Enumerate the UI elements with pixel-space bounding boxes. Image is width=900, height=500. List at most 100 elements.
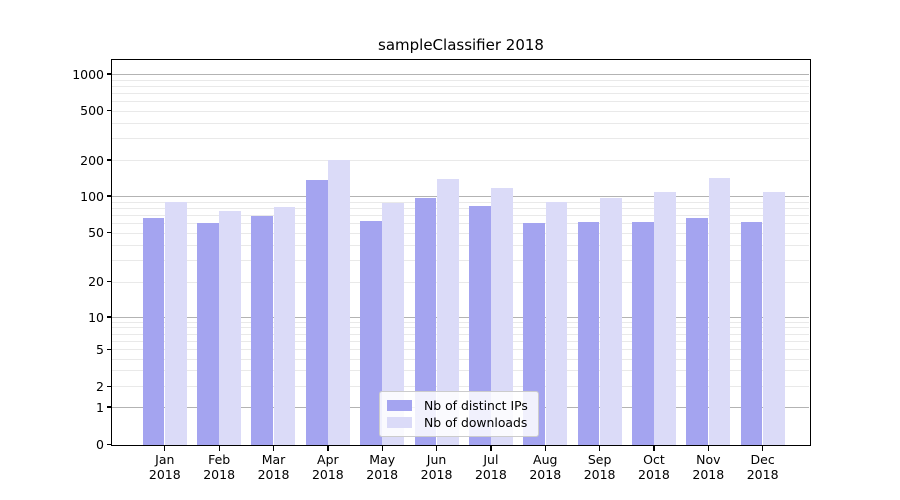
bar-downloads-dec — [762, 192, 785, 445]
x-tick-month: Oct — [643, 451, 665, 467]
y-tick-label: 5 — [96, 342, 104, 357]
y-tick-label: 20 — [88, 274, 104, 290]
bar-downloads-jul — [491, 187, 513, 445]
legend-swatch-distinct-ips — [387, 400, 412, 411]
x-tick-mark — [164, 446, 166, 451]
legend-label: Nb of downloads — [424, 415, 528, 430]
x-tick-label: Jan 2018 — [120, 452, 210, 484]
minor-gridline — [112, 85, 810, 87]
x-tick-year: 2018 — [638, 467, 670, 483]
y-tick-label: 2 — [96, 379, 104, 394]
bar-distinct-ips-nov — [686, 217, 708, 445]
minor-gridline — [112, 101, 810, 103]
x-tick-label: Jun 2018 — [392, 452, 482, 484]
bar-distinct-ips-oct — [631, 222, 654, 445]
bar-downloads-mar — [273, 206, 296, 445]
minor-gridline — [112, 260, 810, 261]
x-tick-mark — [435, 446, 438, 451]
x-tick-month: Sep — [587, 451, 612, 467]
minor-gridline — [112, 207, 810, 209]
x-tick-year: 2018 — [257, 467, 290, 483]
y-tick-label: 50 — [88, 225, 104, 241]
bar-downloads-apr — [328, 160, 350, 445]
x-tick-mark — [707, 446, 709, 451]
y-tick-label: 500 — [80, 103, 104, 119]
x-tick-month: Dec — [750, 451, 775, 467]
x-tick-month: Jun — [426, 451, 447, 467]
y-tick-mark — [107, 444, 112, 446]
x-tick-label: Mar 2018 — [229, 452, 319, 484]
x-tick-mark — [218, 446, 220, 451]
x-tick-year: 2018 — [148, 467, 181, 483]
y-tick-mark — [107, 348, 112, 351]
x-tick-label: Feb 2018 — [174, 452, 264, 484]
x-tick-mark — [272, 446, 275, 451]
y-tick-mark — [107, 110, 112, 112]
minor-gridline — [112, 138, 810, 140]
x-tick-year: 2018 — [311, 467, 344, 483]
x-tick-label: Sep 2018 — [555, 452, 645, 484]
x-tick-month: May — [369, 451, 396, 467]
legend: Nb of distinct IPs Nb of downloads — [379, 391, 539, 437]
minor-gridline — [112, 358, 810, 360]
x-tick-mark — [599, 446, 601, 451]
bar-downloads-may — [382, 202, 405, 445]
major-gridline — [112, 73, 810, 75]
bar-downloads-oct — [654, 191, 676, 445]
legend-swatch-downloads — [387, 417, 412, 428]
x-tick-month: Apr — [317, 451, 339, 467]
minor-gridline — [112, 201, 810, 203]
x-tick-month: Feb — [208, 451, 231, 467]
bar-downloads-jun — [436, 178, 459, 445]
x-tick-year: 2018 — [583, 467, 616, 483]
x-tick-month: Jan — [155, 451, 175, 467]
x-tick-label: Aug 2018 — [500, 452, 590, 484]
minor-gridline — [112, 333, 810, 335]
chart-title: sampleClassifier 2018 — [378, 36, 544, 54]
y-tick-mark — [107, 159, 112, 161]
x-tick-month: Aug — [533, 451, 558, 467]
minor-gridline — [112, 321, 810, 323]
bar-downloads-aug — [545, 202, 568, 445]
minor-gridline — [112, 232, 810, 234]
bar-distinct-ips-aug — [523, 223, 545, 445]
minor-gridline — [112, 340, 810, 342]
legend-item: Nb of downloads — [387, 414, 528, 431]
bar-distinct-ips-jun — [414, 197, 437, 445]
bar-distinct-ips-dec — [740, 222, 763, 445]
x-tick-mark — [762, 446, 764, 451]
bar-distinct-ips-apr — [305, 180, 328, 445]
y-tick-label: 0 — [96, 437, 104, 453]
minor-gridline — [112, 122, 810, 124]
bar-distinct-ips-mar — [251, 216, 274, 445]
plot-inner — [112, 60, 810, 445]
legend-item: Nb of distinct IPs — [387, 397, 528, 414]
x-tick-year: 2018 — [203, 467, 236, 483]
minor-gridline — [112, 92, 810, 94]
x-tick-year: 2018 — [366, 467, 399, 483]
bar-distinct-ips-jan — [142, 217, 165, 445]
minor-gridline — [112, 386, 810, 388]
x-tick-year: 2018 — [746, 467, 779, 483]
bar-distinct-ips-sep — [577, 222, 600, 445]
minor-gridline — [112, 159, 810, 161]
minor-gridline — [112, 223, 810, 225]
x-tick-mark — [653, 446, 655, 451]
x-tick-year: 2018 — [692, 467, 725, 483]
minor-gridline — [112, 281, 810, 283]
x-tick-mark — [544, 446, 546, 451]
x-tick-month: Nov — [696, 451, 721, 467]
major-gridline — [112, 195, 810, 197]
minor-gridline — [112, 214, 810, 216]
y-tick-mark — [107, 406, 112, 408]
x-tick-label: Dec 2018 — [718, 452, 808, 484]
bar-distinct-ips-feb — [197, 223, 219, 445]
y-tick-mark — [107, 385, 112, 388]
x-tick-mark — [327, 446, 329, 451]
bar-downloads-feb — [219, 210, 242, 445]
bar-distinct-ips-may — [360, 221, 382, 445]
x-tick-month: Jul — [483, 451, 499, 467]
x-tick-mark — [490, 446, 492, 451]
bar-downloads-sep — [599, 197, 622, 445]
y-tick-label: 1 — [96, 399, 104, 415]
